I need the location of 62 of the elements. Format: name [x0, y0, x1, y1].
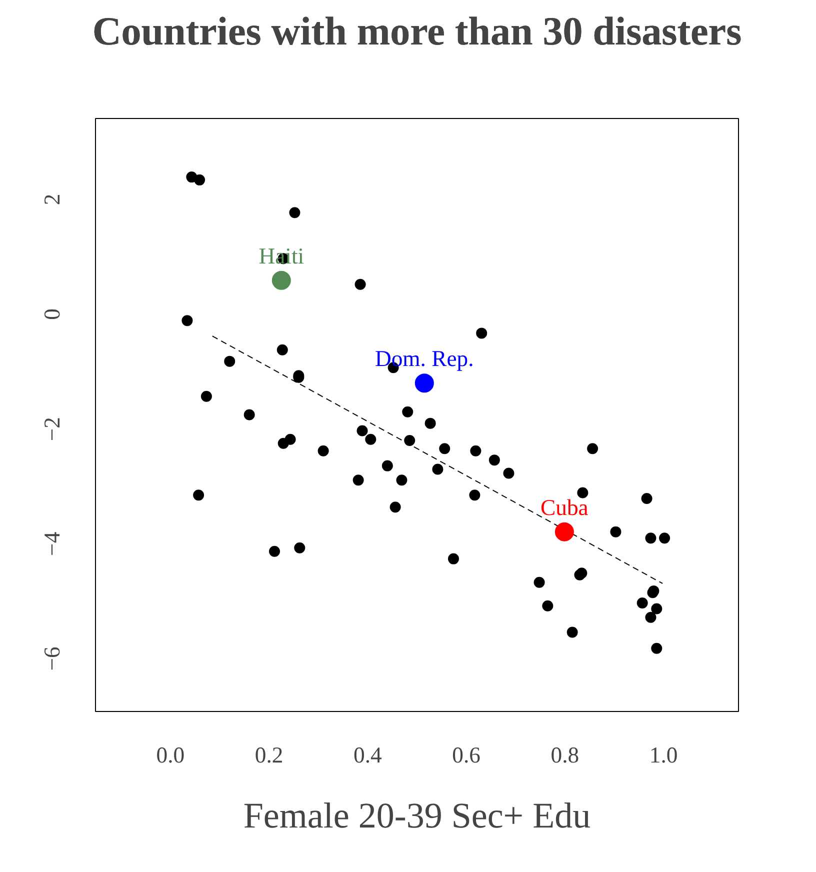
chart-title: Countries with more than 30 disasters — [92, 8, 742, 54]
x-tick-label: 1.0 — [649, 742, 678, 768]
point — [289, 207, 300, 218]
point — [396, 474, 408, 486]
point — [224, 356, 236, 367]
point — [651, 603, 662, 614]
x-tick-label: 0.4 — [354, 742, 382, 768]
point — [651, 642, 662, 654]
point — [354, 278, 366, 290]
point — [503, 468, 514, 479]
point — [424, 418, 436, 429]
point — [356, 425, 368, 436]
x-tick-label: 0.2 — [254, 742, 284, 768]
point — [566, 626, 578, 638]
series-label: Cuba — [540, 494, 588, 520]
point — [284, 434, 296, 445]
point — [390, 502, 401, 513]
point — [645, 612, 656, 623]
point — [294, 542, 306, 554]
series-label: Dom. Rep. — [374, 346, 474, 372]
point — [382, 460, 393, 472]
point — [534, 576, 545, 588]
y-tick-label: −6 — [40, 646, 64, 671]
point — [488, 454, 500, 466]
y-tick-label: −2 — [40, 417, 64, 442]
point — [432, 464, 444, 475]
x-tick-label: 0.0 — [156, 742, 185, 768]
y-tick-label: 0 — [40, 308, 64, 320]
point — [641, 493, 652, 504]
series-label: Haiti — [258, 243, 304, 268]
point — [587, 443, 598, 454]
point — [352, 474, 364, 486]
point — [365, 434, 376, 445]
point — [268, 546, 280, 557]
point — [476, 328, 488, 339]
point — [577, 487, 588, 498]
point — [439, 443, 450, 454]
point — [193, 490, 204, 501]
point — [244, 409, 255, 420]
point — [318, 445, 329, 456]
point — [659, 532, 670, 544]
point — [200, 390, 212, 402]
point — [554, 522, 574, 542]
point — [645, 532, 656, 544]
point — [272, 270, 291, 290]
point — [448, 553, 459, 564]
point — [404, 435, 416, 446]
y-tick-label: 2 — [40, 194, 64, 206]
point — [276, 344, 288, 356]
y-tick-label: −4 — [40, 532, 64, 556]
point — [402, 406, 414, 418]
x-tick-label: 0.6 — [452, 742, 480, 768]
point — [194, 174, 206, 186]
point — [469, 490, 480, 501]
point — [414, 374, 434, 393]
point — [542, 600, 554, 612]
point — [610, 526, 622, 538]
x-tick-label: 0.8 — [550, 742, 580, 768]
x-axis-title: Female 20-39 Sec+ Edu — [243, 796, 591, 836]
point — [182, 315, 193, 326]
point — [636, 598, 648, 608]
point — [470, 445, 482, 456]
